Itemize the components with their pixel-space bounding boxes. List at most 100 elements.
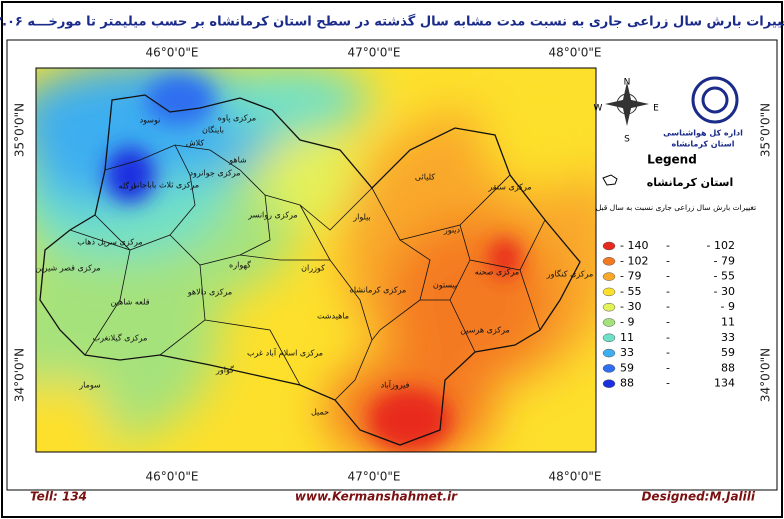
place-label: شاهو [228, 156, 247, 165]
place-label: دینور [443, 226, 461, 235]
coord-label: 35°0'0"N [13, 103, 27, 157]
logo-text: استان کرمانشاه [672, 140, 735, 149]
place-label: ازگله [119, 181, 136, 191]
legend-to: 134 [714, 377, 735, 390]
compass: N S E W [594, 78, 660, 145]
place-label: فیروزآباد [381, 380, 410, 390]
coord-label: 46°0'0"E [146, 470, 199, 484]
place-label: مرکزی روانسر [247, 211, 297, 220]
legend-from: 33 [620, 346, 634, 359]
legend-swatch [602, 364, 616, 373]
place-label: مرکزی اسلام آباد غرب [247, 348, 323, 358]
inner-frame [6, 39, 778, 491]
legend-dash: - [666, 377, 670, 390]
place-labels: مرکزی پاوه باینگان نوسود کلاش شاهو مرکزی جوان… [35, 114, 593, 417]
legend-to: 11 [721, 316, 735, 329]
legend-dash: - [666, 254, 670, 267]
legend-from: 88 [620, 377, 634, 390]
place-label: مرکزی دالاهو [187, 288, 232, 297]
place-label: مرکزی ثلاث باباجانی [131, 181, 199, 190]
coord-label: 35°0'0"N [759, 103, 773, 157]
logo: اداره کل هواشناسی استان کرمانشاه [663, 76, 743, 149]
place-label: مرکزی کنگاور [546, 269, 594, 279]
place-label: مرکزی هرسین [460, 326, 510, 335]
place-label: مرکزی سرپل ذهاب [77, 238, 142, 247]
legend-title: Legend [647, 153, 697, 167]
place-label: مرکزی جوانرود [189, 169, 240, 178]
footer-designer: Designed:M.Jalili [641, 490, 755, 504]
compass-n: N [624, 78, 631, 88]
place-label: باینگان [202, 125, 224, 135]
coord-label: 47°0'0"E [348, 46, 401, 60]
place-label: بیلوار [352, 213, 371, 222]
legend-to: - 30 [714, 285, 735, 298]
legend-from: - 55 [620, 285, 641, 298]
legend-swatch [602, 272, 616, 281]
place-label: حمیل [311, 408, 329, 417]
place-label: نوسود [140, 116, 161, 125]
legend-from: - 30 [620, 300, 641, 313]
legend-to: - 102 [707, 239, 735, 252]
coord-label: 48°0'0"E [549, 46, 602, 60]
compass-w: W [594, 104, 603, 114]
legend-swatch [602, 287, 616, 297]
place-label: کوزران [301, 264, 325, 273]
precipitation-field [36, 68, 596, 452]
legend-to: 33 [721, 331, 735, 344]
legend-to: - 9 [721, 300, 735, 313]
place-label: گواور [215, 365, 234, 375]
legend-swatch [602, 241, 616, 251]
footer-tell: Tell: 134 [30, 490, 87, 504]
legend-from: - 9 [620, 316, 634, 329]
footer-site: www.Kermanshahmet.ir [295, 490, 458, 504]
legend-swatch [602, 348, 616, 358]
place-label: ماهیدشت [317, 312, 349, 321]
legend-to: - 55 [714, 270, 735, 283]
coord-label: 48°0'0"E [549, 470, 602, 484]
place-label: مرکزی گیلانغرب [93, 333, 148, 343]
place-label: مرکزی پاوه [218, 114, 256, 123]
legend-from: - 102 [620, 254, 648, 267]
coord-label: 34°0'0"N [759, 348, 773, 402]
compass-e: E [653, 104, 659, 114]
legend-dash: - [666, 331, 670, 344]
logo-text: اداره کل هواشناسی [663, 129, 743, 138]
legend-subtitle: تغییرات بارش سال زراعی جاری نسبت به سال … [596, 203, 756, 212]
legend-swatch [602, 333, 616, 343]
place-label: مرکزی صحنه [475, 268, 519, 277]
place-label: کلاش [186, 139, 205, 148]
place-label: بیستون [433, 281, 457, 290]
legend-dash: - [666, 239, 670, 252]
place-label: مرکزی قصر شیرین [35, 264, 100, 273]
legend-dash: - [666, 285, 670, 298]
legend-from: 11 [620, 331, 634, 344]
place-label: قلعه شاهین [110, 298, 149, 307]
legend-swatch [602, 302, 616, 312]
legend-swatch [602, 379, 616, 388]
coord-label: 34°0'0"N [13, 348, 27, 402]
legend-dash: - [666, 270, 670, 283]
title: نقشه تغییرات بارش سال زراعی جاری به نسبت… [0, 14, 784, 30]
legend-to: - 79 [714, 254, 735, 267]
place-label: سومار [78, 381, 101, 390]
legend-swatch [602, 257, 616, 266]
legend-dash: - [666, 300, 670, 313]
legend-dash: - [666, 361, 670, 374]
legend-province: استان کرمانشاه [647, 176, 734, 189]
legend-to: 59 [721, 346, 735, 359]
compass-s: S [624, 135, 630, 145]
coord-label: 46°0'0"E [146, 46, 199, 60]
place-label: گهواره [229, 260, 251, 270]
legend-from: - 79 [620, 270, 641, 283]
legend-from: 59 [620, 361, 634, 374]
map-border [35, 67, 597, 453]
coord-label: 47°0'0"E [348, 470, 401, 484]
place-label: مرکزی سنقر [487, 183, 531, 192]
legend-dash: - [666, 316, 670, 329]
legend-rows: - 140 - - 102 - 102 - - 79 - 79 - - 55 - 55 - - 30 -… [602, 239, 735, 390]
place-label: کلیائی [415, 173, 435, 182]
place-label: مرکزی کرمانشاه [350, 286, 407, 295]
province-swatch [602, 174, 618, 186]
